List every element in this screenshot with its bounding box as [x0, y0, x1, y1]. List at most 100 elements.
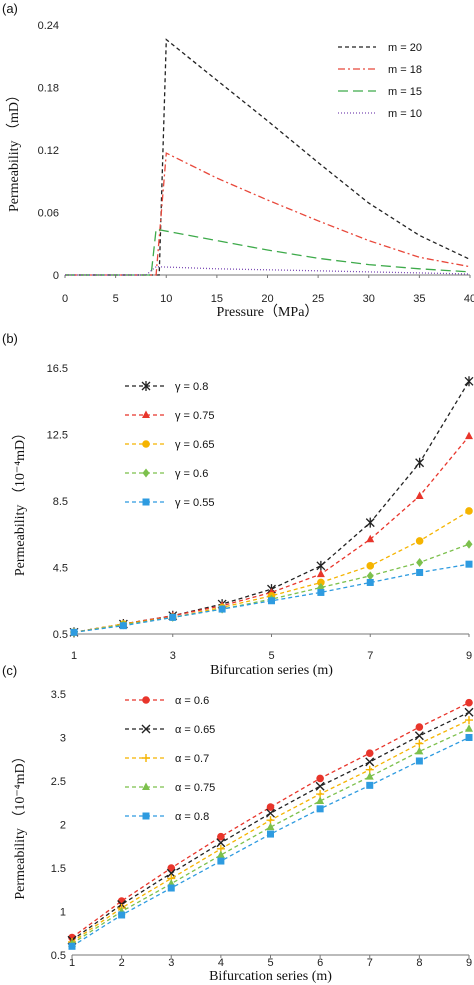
- data-point: [266, 803, 275, 811]
- data-point: [316, 560, 326, 571]
- series-line: [71, 736, 470, 947]
- panel-label: (a): [2, 1, 18, 16]
- x-tick-label: 35: [413, 293, 425, 305]
- x-tick-label: 1: [71, 650, 77, 662]
- x-tick-label: 20: [261, 293, 273, 305]
- data-point: [415, 537, 424, 545]
- x-axis-title: Bifurcation series (m): [209, 969, 332, 984]
- y-tick-label: 0.5: [51, 950, 66, 962]
- data-point: [317, 578, 325, 587]
- legend-label: γ = 0.6: [175, 468, 208, 480]
- y-tick-label: 16.5: [47, 363, 68, 375]
- x-tick-label: 25: [312, 293, 324, 305]
- y-tick-label: 0.12: [38, 145, 59, 157]
- data-point: [416, 558, 424, 568]
- x-tick-label: 40: [464, 293, 474, 305]
- y-tick-label: 2: [60, 820, 66, 832]
- data-point: [365, 757, 375, 767]
- x-tick-label: 10: [160, 293, 172, 305]
- y-tick-label: 12.5: [47, 430, 68, 442]
- legend-label: γ = 0.8: [175, 381, 208, 393]
- x-tick-label: 8: [416, 957, 422, 969]
- series-line: [65, 152, 471, 276]
- x-tick-label: 9: [466, 650, 472, 662]
- data-point: [415, 457, 425, 468]
- legend-marker: [142, 410, 150, 418]
- x-tick-label: 5: [113, 293, 119, 305]
- data-point: [167, 864, 176, 872]
- y-tick-label: 8.5: [53, 496, 68, 508]
- x-tick-label: 3: [170, 650, 176, 662]
- legend-label: γ = 0.55: [175, 497, 214, 509]
- data-point: [167, 884, 175, 892]
- x-tick-label: 1: [69, 957, 75, 969]
- y-axis-title: Permeability （mD）: [6, 88, 22, 212]
- data-point: [415, 757, 423, 765]
- x-tick-label: 9: [466, 957, 472, 969]
- legend-label: γ = 0.75: [175, 410, 214, 422]
- x-tick-label: 7: [367, 650, 373, 662]
- data-point: [465, 431, 473, 440]
- x-tick-label: 0: [62, 293, 68, 305]
- x-tick-label: 30: [363, 293, 375, 305]
- data-point: [366, 571, 374, 581]
- y-tick-label: 2.5: [51, 776, 66, 788]
- data-point: [464, 707, 474, 717]
- y-tick-label: 0.18: [38, 83, 59, 95]
- data-point: [365, 749, 374, 757]
- x-axis-title: Pressure（MPa）: [217, 304, 319, 320]
- data-point: [317, 588, 325, 596]
- data-point: [465, 539, 473, 549]
- data-point: [119, 622, 127, 630]
- legend-label: m = 18: [388, 64, 422, 76]
- series-line: [73, 563, 470, 633]
- y-tick-label: 3.5: [51, 689, 66, 701]
- legend-label: γ = 0.65: [175, 439, 214, 451]
- y-tick-label: 1: [60, 907, 66, 919]
- legend-label: α = 0.6: [175, 695, 209, 707]
- y-tick-label: 0.5: [53, 629, 68, 641]
- data-point: [267, 830, 274, 838]
- legend-marker: [141, 724, 151, 734]
- data-point: [465, 507, 473, 515]
- x-tick-label: 3: [168, 957, 174, 969]
- series-line: [65, 266, 471, 276]
- series-line: [71, 711, 470, 941]
- legend-label: m = 10: [388, 108, 422, 120]
- legend-label: α = 0.7: [175, 753, 209, 765]
- data-point: [217, 832, 225, 841]
- data-point: [464, 376, 474, 387]
- data-point: [118, 911, 126, 919]
- data-point: [365, 772, 374, 780]
- data-point: [415, 723, 424, 731]
- data-point: [366, 781, 374, 789]
- y-tick-label: 0: [53, 270, 59, 282]
- x-tick-label: 5: [267, 957, 273, 969]
- x-tick-label: 7: [367, 957, 373, 969]
- data-point: [415, 746, 424, 755]
- data-point: [415, 491, 424, 500]
- data-point: [315, 781, 325, 791]
- legend-marker: [142, 782, 150, 790]
- legend-marker: [142, 696, 150, 704]
- legend-marker: [141, 381, 151, 391]
- data-point: [316, 569, 325, 578]
- data-point: [465, 724, 473, 732]
- data-point: [70, 628, 78, 636]
- legend-label: m = 20: [388, 42, 422, 54]
- y-tick-label: 4.5: [53, 563, 68, 575]
- legend-marker: [142, 812, 150, 820]
- data-point: [268, 597, 275, 605]
- x-axis-title: Bifurcation series (m): [210, 663, 333, 678]
- data-point: [365, 517, 375, 528]
- data-point: [218, 605, 226, 613]
- series-line: [71, 728, 470, 945]
- data-point: [266, 822, 275, 831]
- data-point: [366, 562, 375, 570]
- legend-marker: [142, 440, 150, 448]
- y-axis-title: Permeability （10⁻⁴mD）: [12, 749, 28, 899]
- data-point: [465, 698, 473, 707]
- data-point: [266, 808, 275, 818]
